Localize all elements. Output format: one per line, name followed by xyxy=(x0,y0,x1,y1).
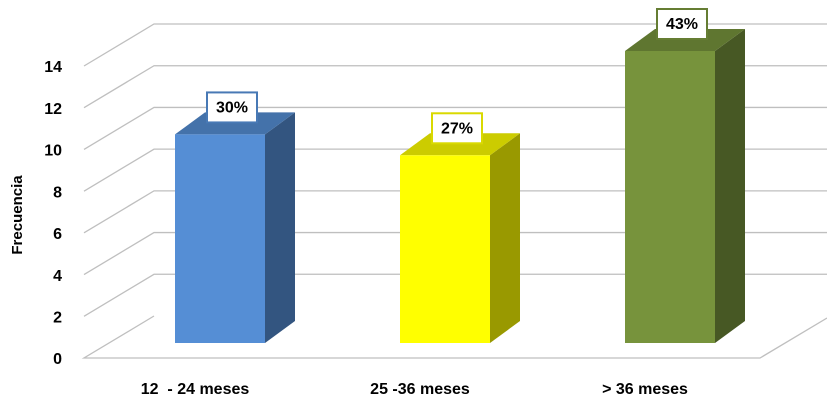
y-tick-label: 4 xyxy=(53,268,62,285)
grid-line xyxy=(83,23,827,67)
bar xyxy=(175,134,265,343)
percent-label-box xyxy=(656,8,708,40)
y-tick-label: 12 xyxy=(44,101,62,118)
grid-line xyxy=(83,231,827,276)
bar xyxy=(400,155,490,343)
y-tick-label: 10 xyxy=(44,143,62,160)
y-tick-label: 0 xyxy=(53,351,62,368)
bar xyxy=(625,51,715,343)
floor xyxy=(81,315,827,359)
y-tick-label: 6 xyxy=(53,226,62,243)
bar-top xyxy=(400,133,520,156)
grid-line xyxy=(83,106,827,150)
bar-side xyxy=(490,133,520,343)
percent-label-box xyxy=(431,112,483,145)
x-tick-label: 25 -36 meses xyxy=(370,381,470,398)
grid-line xyxy=(83,65,827,109)
grid-line xyxy=(83,148,827,192)
y-axis-label: Frecuencia xyxy=(9,175,26,255)
grid-line xyxy=(83,190,827,234)
percent-label-box xyxy=(206,91,258,124)
percent-label: 30% xyxy=(216,100,248,117)
x-tick-label: > 36 meses xyxy=(602,381,688,398)
y-tick-label: 8 xyxy=(53,184,62,201)
bar-side xyxy=(715,29,745,343)
grid-line xyxy=(83,273,827,317)
y-tick-label: 14 xyxy=(44,59,62,76)
bar-side xyxy=(265,112,295,343)
x-tick-label: 12 - 24 meses xyxy=(141,381,250,398)
percent-label: 27% xyxy=(441,121,473,138)
percent-label: 43% xyxy=(666,16,698,33)
y-tick-label: 2 xyxy=(53,310,62,327)
